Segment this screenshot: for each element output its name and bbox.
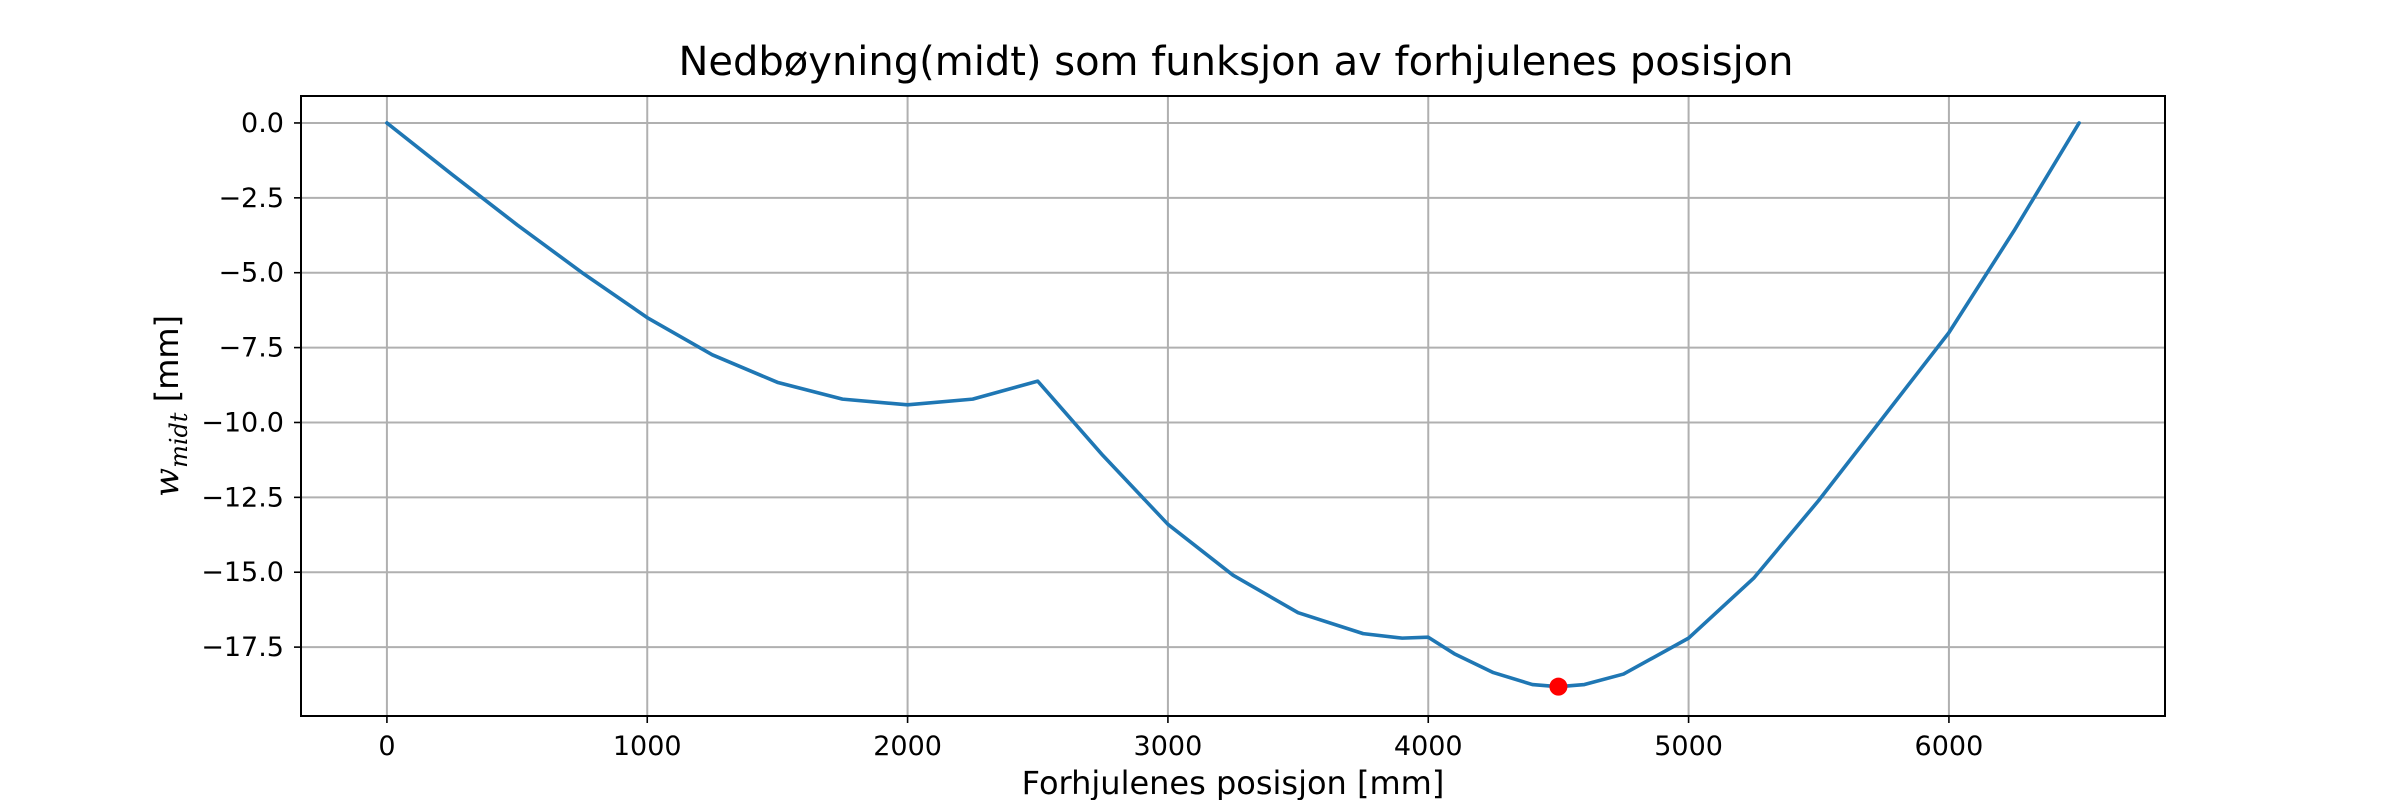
y-axis-label-subscript: midt [165,412,193,468]
x-tick-label: 4000 [1394,731,1463,762]
series-line [385,121,2081,689]
y-axis-label-unit: [mm] [148,315,186,412]
x-tick-label: 1000 [613,731,682,762]
y-tick-label: 0.0 [241,108,284,139]
y-axis-label-base: w [147,468,187,497]
y-axis-label: wmidt [mm] [147,315,193,497]
highlight-point [1549,677,1568,696]
y-tick-label: −12.5 [201,482,284,513]
x-tick-label: 5000 [1654,731,1723,762]
y-tick-label: −17.5 [201,632,284,663]
y-tick-label: −7.5 [218,333,284,364]
plot-frame [300,95,2166,717]
chart-title: Nedbøyning(midt) som funksjon av forhjul… [678,39,1793,85]
y-tick-label: −15.0 [201,557,284,588]
series-group [385,121,2081,696]
y-tick-label: −5.0 [218,258,284,289]
x-tick-label: 3000 [1134,731,1203,762]
y-tick-label: −2.5 [218,183,284,214]
x-tick-label: 6000 [1915,731,1984,762]
x-tick-label: 0 [378,731,395,762]
y-tick-label: −10.0 [201,407,284,438]
grid [301,96,2165,716]
x-tick-label: 2000 [873,731,942,762]
ticks: 0 1000 2000 3000 4000 5000 6000 0.0 −2.5 −5.0 −7.5… [201,108,1983,762]
x-axis-label: Forhjulenes posisjon [mm] [1022,764,1445,800]
